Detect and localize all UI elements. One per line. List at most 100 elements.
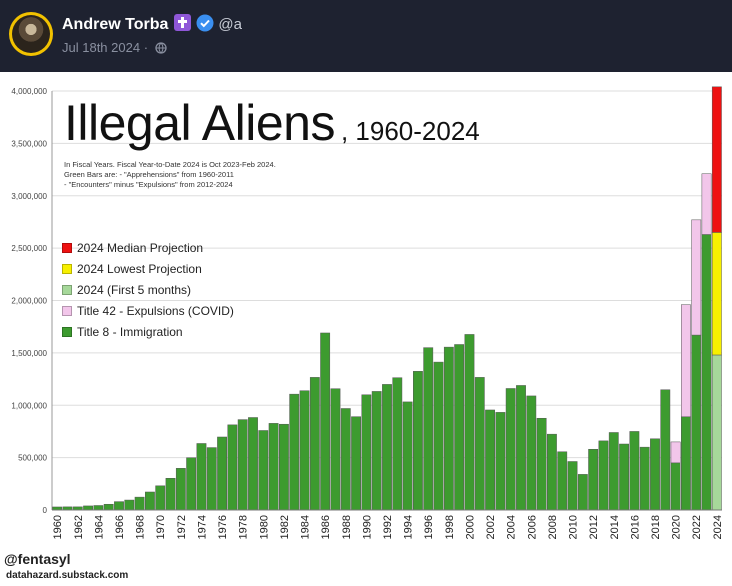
legend-item: 2024 Lowest Projection — [62, 258, 234, 279]
y-tick-label: 1,000,000 — [11, 401, 47, 410]
bar-1977 — [227, 424, 238, 511]
legend-swatch — [62, 263, 72, 274]
chart-note-line: Green Bars are: - "Apprehensions" from 1… — [64, 170, 234, 179]
bar-1982 — [279, 423, 289, 511]
bar-1992 — [382, 384, 392, 511]
bar-1987 — [330, 388, 341, 511]
bar-2014 — [608, 432, 619, 511]
bar-2011 — [577, 474, 588, 511]
bar-1978 — [237, 419, 248, 511]
chart-note-line: In Fiscal Years. Fiscal Year-to-Date 202… — [64, 160, 276, 169]
bar-2024 — [711, 232, 722, 356]
bar-2022 — [691, 219, 702, 336]
legend-item: Title 8 - Immigration — [62, 321, 234, 342]
x-tick-label: 1964 — [93, 515, 105, 539]
x-tick-label: 2024 — [712, 515, 724, 539]
bar-1983 — [289, 393, 300, 511]
credit-site: datahazard.substack.com — [6, 570, 129, 581]
bar-1998 — [443, 346, 454, 511]
x-tick-label: 1986 — [320, 515, 332, 539]
x-tick-label: 1988 — [341, 515, 353, 539]
bar-2013 — [598, 440, 609, 511]
avatar-image — [12, 15, 50, 53]
x-tick-label: 1960 — [52, 515, 64, 539]
y-tick-label: 3,000,000 — [11, 192, 47, 201]
bar-1974 — [196, 443, 207, 511]
chart-image[interactable]: 0 500,000 1,000,000 1,500,000 2,000,000 2,500… — [0, 72, 732, 586]
post-date[interactable]: Jul 18th 2024 — [62, 40, 141, 55]
legend-item: 2024 (First 5 months) — [62, 279, 234, 300]
author-name[interactable]: Andrew Torba — [62, 16, 169, 33]
bar-1995 — [413, 371, 423, 511]
bar-1991 — [371, 391, 382, 511]
verified-icon — [196, 14, 214, 37]
bar-2020 — [670, 462, 681, 511]
bar-2015 — [619, 443, 629, 511]
chart-note: In Fiscal Years. Fiscal Year-to-Date 202… — [64, 160, 276, 190]
legend-swatch — [62, 284, 72, 295]
x-tick-label: 2016 — [629, 515, 641, 539]
bar-2016 — [629, 431, 640, 511]
x-tick-label: 1966 — [114, 515, 126, 539]
bar-1973 — [186, 457, 197, 511]
bar-2020 — [670, 441, 681, 464]
y-tick-label: 2,000,000 — [11, 297, 47, 306]
bar-1967 — [124, 499, 135, 511]
bar-2024 — [711, 354, 722, 511]
bar-2017 — [639, 446, 650, 511]
bar-1980 — [258, 430, 269, 511]
meta-separator: · — [143, 40, 149, 55]
bar-2019 — [660, 389, 671, 511]
bar-1965 — [103, 503, 114, 511]
x-tick-label: 2012 — [588, 515, 600, 539]
bar-1970 — [155, 485, 166, 511]
bar-2001 — [474, 377, 485, 511]
x-tick-label: 1968 — [135, 515, 147, 539]
chart-title-years: , 1960-2024 — [340, 116, 480, 146]
legend-label: 2024 Median Projection — [77, 240, 204, 255]
bar-1999 — [454, 344, 465, 511]
x-tick-label: 1974 — [196, 515, 208, 539]
bar-2006 — [526, 395, 537, 511]
x-tick-label: 1978 — [238, 515, 250, 539]
x-tick-label: 1984 — [300, 515, 312, 539]
bar-1989 — [351, 416, 361, 511]
bar-1996 — [423, 347, 434, 511]
author-handle[interactable]: @a — [218, 16, 242, 33]
x-tick-label: 1998 — [444, 515, 456, 539]
post-header: Andrew Torba @a Jul 18th 2024 · — [0, 0, 732, 72]
x-tick-label: 2008 — [547, 515, 559, 539]
bar-1971 — [165, 478, 176, 511]
bar-2021 — [681, 304, 691, 418]
globe-icon — [155, 42, 167, 57]
bar-2018 — [650, 438, 660, 511]
legend-label: 2024 Lowest Projection — [77, 261, 202, 276]
legend-swatch — [62, 326, 72, 337]
x-tick-label: 2002 — [485, 515, 497, 539]
bar-2023 — [701, 234, 712, 511]
bar-2007 — [536, 417, 547, 511]
y-tick-label: 4,000,000 — [11, 87, 47, 96]
post-meta: Jul 18th 2024 · — [62, 40, 167, 57]
x-tick-label: 1980 — [258, 515, 270, 539]
bar-2024 — [711, 86, 722, 233]
bar-2005 — [516, 385, 526, 511]
cross-badge-icon — [174, 14, 192, 31]
bar-1968 — [134, 496, 145, 511]
bar-chart: 0 500,000 1,000,000 1,500,000 2,000,000 2,500… — [11, 86, 724, 539]
bar-2000 — [464, 334, 475, 511]
bar-1969 — [145, 491, 155, 511]
bar-1986 — [320, 332, 331, 511]
avatar[interactable] — [9, 12, 53, 56]
x-tick-label: 1996 — [423, 515, 435, 539]
y-tick-label: 500,000 — [18, 454, 47, 463]
bar-2009 — [557, 451, 568, 511]
x-tick-label: 2000 — [464, 515, 476, 539]
chart-title-main: Illegal Aliens — [64, 95, 335, 151]
x-tick-label: 2022 — [691, 515, 703, 539]
y-tick-label: 3,500,000 — [11, 139, 47, 148]
bar-1976 — [217, 436, 227, 511]
bar-2012 — [588, 448, 599, 511]
x-tick-label: 2018 — [650, 515, 662, 539]
x-tick-label: 1982 — [279, 515, 291, 539]
